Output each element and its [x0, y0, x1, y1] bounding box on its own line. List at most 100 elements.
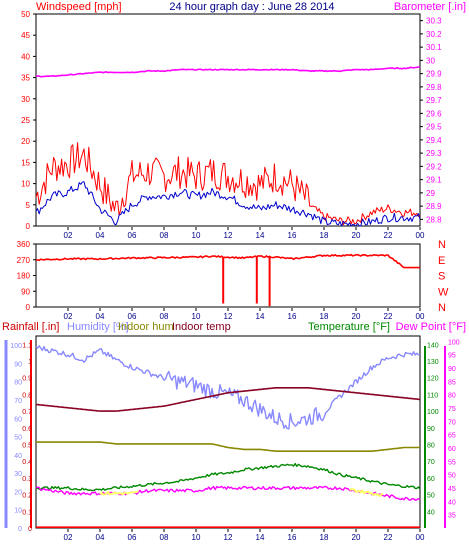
- temp-x-tick-06: 06: [128, 533, 137, 542]
- hum-ytick-30: 30: [14, 471, 22, 478]
- temp-ytick-120: 120: [427, 376, 439, 383]
- baro-ytick-30: 30: [426, 56, 435, 65]
- temp-ytick-110: 110: [427, 392, 438, 399]
- series-barometer: [35, 66, 420, 78]
- dew-ytick-100: 100: [448, 339, 460, 346]
- direction-panel-frame: [35, 243, 421, 308]
- legend-temperature: Temperature [°F]: [308, 321, 390, 333]
- compass-S-2: S: [438, 271, 445, 283]
- legend-dew-point: Dew Point [°F]: [396, 321, 466, 333]
- hum-ytick-70: 70: [14, 398, 22, 405]
- wind-x-tick-16: 16: [288, 231, 297, 240]
- wind-x-tick-04: 04: [96, 231, 105, 240]
- rain-ytick-0.7: 0.7: [22, 409, 32, 416]
- rain-ytick-0: 0: [28, 526, 32, 533]
- dew-ytick-80: 80: [448, 393, 456, 400]
- legend-humidity: Humidity [%]: [67, 321, 129, 333]
- hum-ytick-20: 20: [14, 489, 22, 496]
- baro-ytick-29: 29: [426, 189, 435, 198]
- dir-x-tick-00: 00: [416, 312, 425, 321]
- dir-x-tick-08: 08: [160, 312, 169, 321]
- baro-ytick-29.2: 29.2: [426, 162, 442, 171]
- dir-ytick-90: 90: [21, 287, 30, 296]
- wind-ytick-0: 0: [26, 222, 31, 231]
- legend-indoor-temp: Indoor temp: [172, 321, 231, 333]
- series-wind-direction: [35, 253, 420, 269]
- temp-x-tick-20: 20: [352, 533, 361, 542]
- rain-ytick-0.1: 0.1: [22, 509, 32, 516]
- dew-ytick-45: 45: [448, 486, 456, 493]
- baro-ytick-30.3: 30.3: [426, 17, 442, 26]
- wind-ytick-5: 5: [26, 201, 31, 210]
- dir-ytick-0: 0: [26, 303, 31, 312]
- compass-W-1: W: [438, 286, 449, 298]
- rain-ytick-1: 1: [28, 359, 32, 366]
- hum-ytick-90: 90: [14, 361, 22, 368]
- hum-ytick-50: 50: [14, 435, 22, 442]
- dew-ytick-75: 75: [448, 406, 456, 413]
- compass-N-4: N: [438, 239, 446, 251]
- dew-highlight-0: [99, 490, 139, 496]
- barometer-axis-label: Barometer [.in]: [394, 1, 466, 13]
- series-indoor-temp: [35, 387, 421, 412]
- baro-ytick-29.6: 29.6: [426, 109, 442, 118]
- rain-ytick-0.3: 0.3: [22, 476, 32, 483]
- temp-ytick-70: 70: [427, 459, 435, 466]
- wind-ytick-35: 35: [21, 74, 30, 83]
- baro-ytick-29.8: 29.8: [426, 83, 442, 92]
- temp-x-tick-18: 18: [320, 533, 329, 542]
- wind-ytick-10: 10: [21, 180, 30, 189]
- wind-x-tick-06: 06: [128, 231, 137, 240]
- dir-x-tick-20: 20: [352, 312, 361, 321]
- windspeed-axis-label: Windspeed [mph]: [36, 1, 122, 13]
- series-temperature: [35, 462, 421, 492]
- temp-panel-frame: [35, 335, 421, 529]
- series-indoor-hum: [36, 441, 420, 452]
- dir-ytick-180: 180: [17, 272, 31, 281]
- dir-x-tick-18: 18: [320, 312, 329, 321]
- rain-ytick-0.6: 0.6: [22, 426, 32, 433]
- temp-x-tick-16: 16: [288, 533, 297, 542]
- wind-ytick-30: 30: [21, 95, 30, 104]
- graph-title: 24 hour graph day : June 28 2014: [169, 1, 334, 13]
- dew-highlight-1: [349, 488, 384, 498]
- wind-x-tick-12: 12: [224, 231, 233, 240]
- hum-ytick-80: 80: [14, 380, 22, 387]
- wind-x-tick-18: 18: [320, 231, 329, 240]
- wind-ytick-15: 15: [21, 158, 30, 167]
- wind-x-tick-08: 08: [160, 231, 169, 240]
- dew-ytick-35: 35: [448, 513, 456, 520]
- dew-ytick-55: 55: [448, 459, 456, 466]
- wind-ytick-20: 20: [21, 137, 30, 146]
- baro-ytick-29.5: 29.5: [426, 123, 442, 132]
- wind-x-tick-14: 14: [256, 231, 265, 240]
- temp-ytick-100: 100: [427, 409, 439, 416]
- legend-indoor-hum: Indoor hum: [118, 321, 174, 333]
- baro-ytick-29.7: 29.7: [426, 96, 442, 105]
- dir-x-tick-02: 02: [64, 312, 73, 321]
- wind-panel-frame: [35, 13, 421, 227]
- dir-x-tick-06: 06: [128, 312, 137, 321]
- baro-ytick-28.9: 28.9: [426, 202, 442, 211]
- rain-ytick-0.2: 0.2: [22, 493, 32, 500]
- wind-ytick-50: 50: [21, 10, 30, 19]
- baro-ytick-29.4: 29.4: [426, 136, 442, 145]
- temp-x-tick-00: 00: [416, 533, 425, 542]
- compass-E-3: E: [438, 255, 445, 267]
- dir-x-tick-22: 22: [384, 312, 393, 321]
- hum-ytick-60: 60: [14, 416, 22, 423]
- hum-ytick-100: 100: [10, 343, 22, 350]
- wind-x-tick-20: 20: [352, 231, 361, 240]
- baro-ytick-29.1: 29.1: [426, 176, 442, 185]
- temp-ytick-60: 60: [427, 476, 435, 483]
- dew-ytick-65: 65: [448, 433, 456, 440]
- baro-ytick-30.2: 30.2: [426, 30, 442, 39]
- dew-ytick-40: 40: [448, 499, 456, 506]
- temp-x-tick-10: 10: [192, 533, 201, 542]
- dew-ytick-90: 90: [448, 366, 456, 373]
- temp-ytick-40: 40: [427, 509, 435, 516]
- temp-x-tick-14: 14: [256, 533, 265, 542]
- series-wind-gust: [35, 142, 421, 226]
